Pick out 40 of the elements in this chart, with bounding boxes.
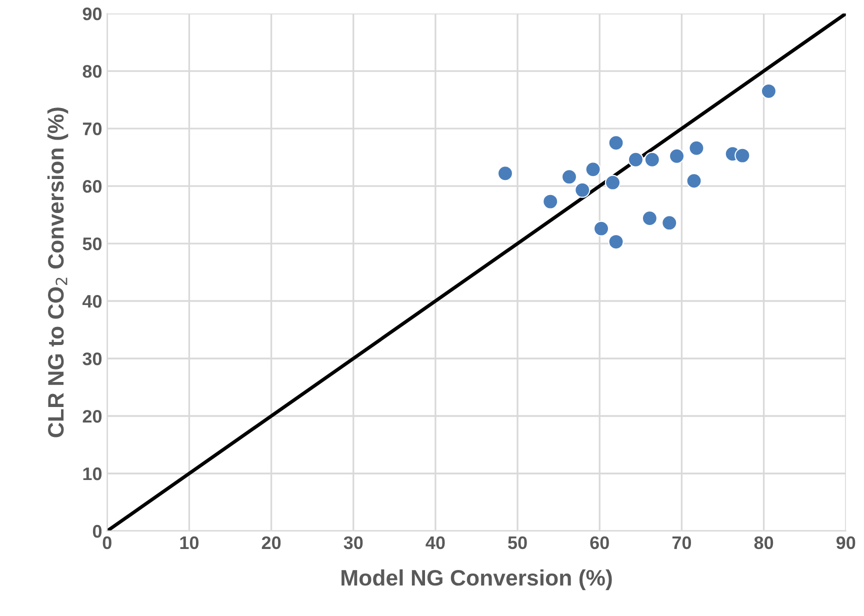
y-tick-label: 40: [82, 294, 102, 308]
x-tick-label: 0: [102, 536, 112, 550]
point: [604, 174, 621, 190]
x-axis-title: Model NG Conversion (%): [342, 569, 612, 590]
y-tick-label: 0: [92, 524, 102, 538]
x-tick-label: 60: [590, 536, 609, 550]
point: [644, 152, 660, 168]
point: [628, 152, 644, 168]
y-tick-label: 20: [82, 410, 102, 423]
x-tick-label: 10: [180, 536, 199, 550]
point: [574, 182, 590, 198]
point: [497, 166, 514, 182]
y-tick-label: 60: [82, 180, 102, 193]
y-tick-label: 50: [82, 237, 102, 250]
y-tick-label: 80: [82, 64, 102, 78]
x-tick-label: 30: [344, 536, 363, 550]
point: [542, 194, 558, 210]
point: [760, 83, 777, 100]
x-tick-label: 40: [426, 536, 445, 550]
point: [585, 162, 601, 178]
y-tick-label: 30: [82, 352, 102, 366]
point: [662, 214, 678, 231]
x-tick-label: 20: [262, 536, 281, 550]
point: [608, 135, 624, 151]
y-tick-label: 70: [82, 122, 102, 136]
point: [686, 173, 702, 189]
x-tick-label: 50: [508, 536, 527, 550]
x-tick-label: 70: [672, 536, 691, 550]
point: [608, 234, 624, 250]
point: [734, 148, 750, 164]
point: [688, 140, 704, 156]
point: [642, 210, 658, 226]
x-tick-label: 90: [836, 536, 856, 550]
y-tick-label: 90: [82, 7, 102, 20]
y-tick-label: 10: [83, 467, 102, 480]
point: [593, 220, 610, 236]
y-axis-title: CLR NG to CO$_{2}$ Conversion (%): [47, 108, 68, 438]
point: [668, 148, 685, 164]
x-tick-label: 80: [754, 536, 774, 550]
point: [561, 168, 578, 185]
